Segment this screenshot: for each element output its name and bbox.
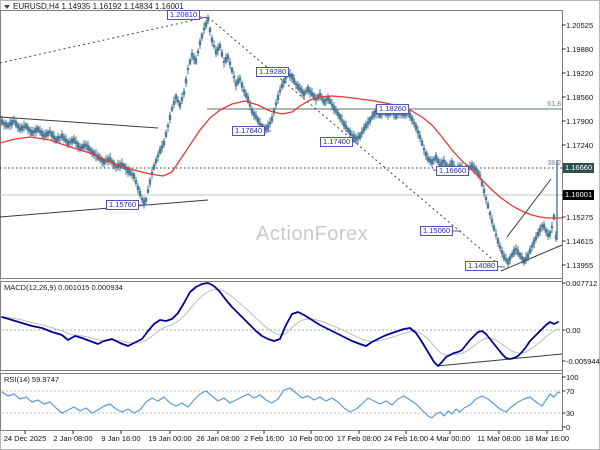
price-callout[interactable]: 1.19280	[256, 67, 290, 77]
x-axis-label: 4 Mar 00:00	[429, 434, 471, 443]
fib-level-label: 61.8	[547, 101, 561, 108]
price-callout[interactable]: 1.18260	[376, 104, 410, 114]
y-axis-label: 1.13955	[566, 260, 594, 270]
x-axis-label: 17 Feb 08:00	[336, 434, 382, 443]
axis-ticks	[24, 24, 566, 434]
rsi-indicator-label: RSI(14) 59.9747	[4, 375, 60, 384]
y-axis-label: 1.18560	[566, 92, 594, 102]
fib-level-label: 38.2	[547, 160, 561, 167]
rsi-axis-label: 70	[566, 386, 575, 396]
x-axis-label: 18 Mar 16:00	[524, 434, 570, 443]
y-axis-label: 1.15275	[566, 212, 594, 222]
trendlines[interactable]	[0, 16, 563, 272]
y-axis-label-highlighted: 1.16001	[563, 190, 595, 200]
macd-panel[interactable]	[2, 329, 563, 367]
x-axis-label: 24 Feb 16:00	[383, 434, 429, 443]
rsi-axis-label: 0	[566, 422, 571, 432]
y-axis-label: 1.20525	[566, 20, 594, 30]
x-axis-label: 26 Jan 08:00	[196, 434, 240, 443]
price-callout[interactable]: 1.17640	[232, 126, 266, 136]
chart-title: EURUSD,H4 1.14935 1.16192 1.14834 1.1600…	[4, 2, 184, 11]
x-axis-label: 10 Feb 00:00	[288, 434, 334, 443]
x-axis-label: 9 Jan 16:00	[101, 434, 141, 443]
watermark: ActionForex	[256, 223, 369, 245]
price-callout[interactable]: 1.15760	[106, 200, 140, 210]
y-axis-label: 1.17240	[566, 140, 594, 150]
symbol-ohlc-text: EURUSD,H4 1.14935 1.16192 1.14834 1.1600…	[13, 2, 184, 11]
y-axis-label-highlighted: 1.16660	[563, 163, 595, 173]
rsi-panel[interactable]	[2, 390, 560, 414]
rsi-axis-label: 30	[566, 408, 575, 418]
ma-line	[0, 95, 563, 219]
macd-indicator-label: MACD(12,26,9) 0.001015 0.000934	[4, 283, 123, 292]
macd-axis-label: -0.005944	[566, 356, 600, 366]
price-callout[interactable]: 1.17400	[320, 137, 354, 147]
x-axis-label: 19 Jan 00:00	[148, 434, 192, 443]
price-callout[interactable]: 1.20810	[167, 10, 201, 20]
y-axis-label: 1.19220	[566, 68, 594, 78]
x-axis-label: 11 Mar 08:00	[477, 434, 521, 443]
y-axis-label: 1.19880	[566, 44, 594, 54]
symbol-dropdown-icon[interactable]	[4, 4, 10, 9]
macd-axis-label: 0.00	[566, 325, 581, 335]
price-callout[interactable]: 1.15060	[420, 226, 454, 236]
macd-line	[1, 282, 559, 367]
x-axis-label: 2 Jan 08:00	[53, 434, 93, 443]
rsi-line	[1, 387, 561, 419]
macd-axis-label: 0.007712	[566, 278, 598, 288]
price-callout[interactable]: 1.16660	[436, 166, 470, 176]
y-axis-label: 1.17900	[566, 116, 594, 126]
rsi-axis-label: 100	[566, 372, 579, 382]
x-axis-label: 24 Dec 2025	[3, 434, 47, 443]
x-axis-label: 2 Feb 16:00	[243, 434, 285, 443]
y-axis-label: 1.14615	[566, 236, 594, 246]
macd-signal-line	[1, 288, 559, 356]
price-callout[interactable]: 1.14080	[465, 261, 499, 271]
